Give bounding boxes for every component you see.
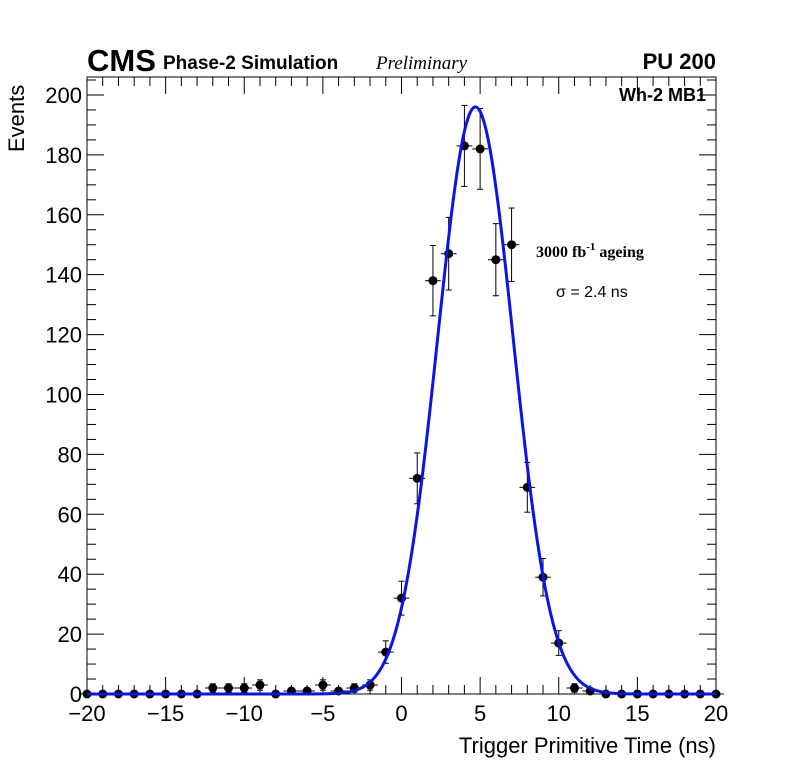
x-tick-label: −20: [68, 701, 105, 726]
data-marker: [208, 683, 218, 693]
region-label: Wh-2 MB1: [619, 85, 706, 105]
x-tick-label: 5: [474, 701, 486, 726]
x-tick-label: 20: [704, 701, 728, 726]
x-tick-label: −10: [226, 701, 263, 726]
x-tick-label: 15: [625, 701, 649, 726]
data-point: [220, 683, 237, 693]
data-marker: [569, 683, 579, 693]
x-tick-label: 10: [547, 701, 571, 726]
simulation-label: Phase-2 Simulation: [163, 53, 338, 74]
data-marker: [491, 255, 501, 265]
resolution-label: σ = 2.4 ns: [556, 284, 628, 301]
y-tick-label: 0: [70, 682, 82, 707]
y-axis-title: Events: [4, 85, 29, 152]
data-point: [566, 683, 583, 693]
data-point: [315, 679, 331, 691]
data-marker: [475, 144, 485, 154]
y-tick-label: 160: [45, 203, 82, 228]
y-tick-label: 200: [45, 83, 82, 108]
y-axis: 0 20 40 60 80 100 120 140 160 180 200: [45, 79, 716, 707]
data-point: [204, 683, 221, 693]
data-marker: [412, 473, 422, 483]
y-tick-label: 140: [45, 263, 82, 288]
y-tick-label: 40: [58, 562, 82, 587]
experiment-label: CMS: [87, 43, 156, 78]
data-marker: [224, 683, 234, 693]
data-marker: [239, 683, 249, 693]
x-tick-label: −5: [310, 701, 335, 726]
data-marker: [507, 240, 517, 250]
data-point: [472, 107, 488, 190]
x-tick-label: −15: [147, 701, 184, 726]
x-axis-title: Trigger Primitive Time (ns): [459, 733, 716, 758]
ageing-suffix: ageing: [595, 244, 643, 261]
y-tick-label: 100: [45, 382, 82, 407]
y-tick-label: 80: [58, 442, 82, 467]
data-point: [487, 223, 504, 297]
x-axis: −20 −15 −10 −5 0 5 10 15 20: [68, 77, 728, 726]
y-tick-label: 180: [45, 143, 82, 168]
y-tick-label: 60: [58, 502, 82, 527]
x-tick-label: 0: [395, 701, 407, 726]
data-point: [425, 244, 441, 317]
pileup-label: PU 200: [643, 49, 716, 74]
data-point: [252, 679, 268, 691]
data-marker: [428, 276, 438, 286]
data-marker: [318, 680, 328, 690]
data-marker: [255, 680, 265, 690]
ageing-exponent: -1: [586, 241, 595, 253]
data-point: [236, 683, 253, 693]
ageing-value: 3000 fb: [536, 244, 586, 261]
data-point: [409, 452, 426, 505]
y-tick-label: 20: [58, 622, 82, 647]
status-label: Preliminary: [375, 53, 468, 74]
ageing-label: 3000 fb-1 ageing: [536, 241, 644, 261]
y-tick-label: 120: [45, 323, 82, 348]
data-point: [456, 104, 473, 187]
data-point: [503, 207, 520, 282]
gaussian-fit-curve: [87, 105, 716, 696]
